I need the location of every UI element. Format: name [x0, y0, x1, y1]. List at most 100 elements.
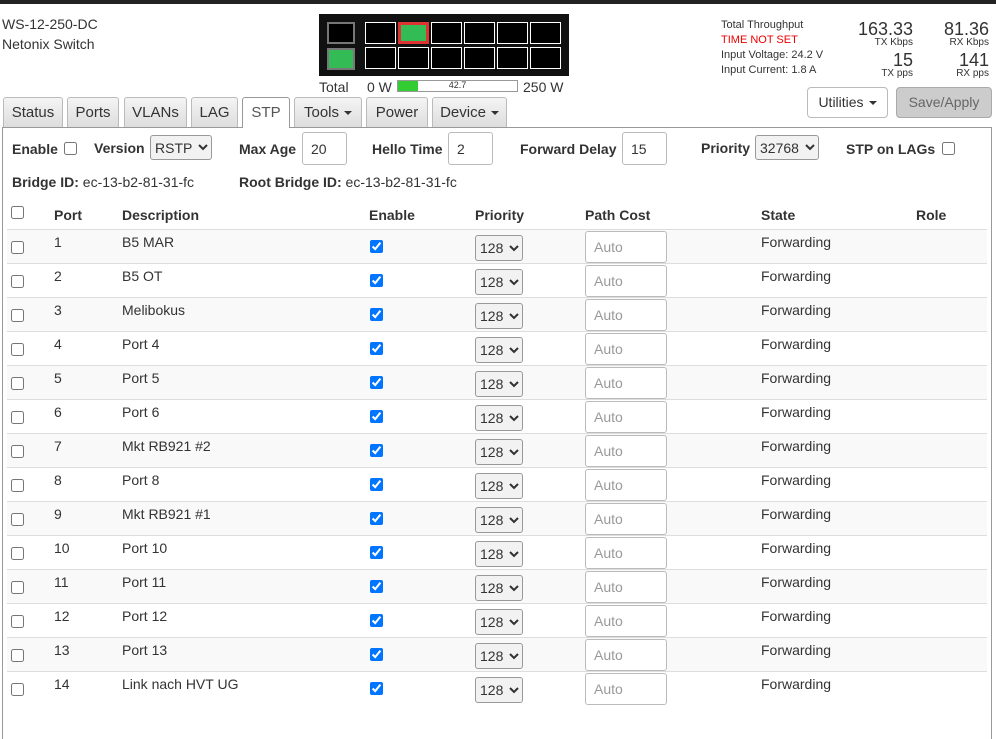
enable-checkbox[interactable]: [370, 614, 383, 627]
port-number: 3: [54, 302, 62, 318]
priority-select[interactable]: 128: [475, 371, 523, 397]
tx-kbps-label: TX Kbps: [874, 37, 913, 48]
tab[interactable]: STP: [242, 97, 290, 128]
port-number: 14: [54, 676, 70, 692]
enable-checkbox[interactable]: [370, 274, 383, 287]
enable-checkbox[interactable]: [370, 342, 383, 355]
priority-select[interactable]: 128: [475, 235, 523, 261]
tab[interactable]: Status: [3, 97, 63, 127]
path-cost-input[interactable]: [585, 605, 667, 637]
tab[interactable]: Power: [366, 97, 428, 127]
enable-checkbox[interactable]: [370, 546, 383, 559]
priority-select[interactable]: 128: [475, 507, 523, 533]
row-select[interactable]: [11, 411, 24, 424]
path-cost-input[interactable]: [585, 639, 667, 671]
priority-select[interactable]: 128: [475, 405, 523, 431]
priority-select[interactable]: 128: [475, 575, 523, 601]
path-cost-input[interactable]: [585, 673, 667, 705]
description: Mkt RB921 #2: [122, 438, 211, 454]
enable-checkbox[interactable]: [370, 512, 383, 525]
port-icon: [398, 47, 429, 69]
port-number: 7: [54, 438, 62, 454]
column-header: Priority: [475, 207, 525, 223]
tab[interactable]: Device: [432, 97, 507, 127]
description: Melibokus: [122, 302, 186, 318]
port-number: 12: [54, 608, 70, 624]
enable-checkbox[interactable]: [64, 142, 77, 155]
row-select[interactable]: [11, 513, 24, 526]
row-select[interactable]: [11, 547, 24, 560]
path-cost-input[interactable]: [585, 299, 667, 331]
version-select[interactable]: RSTP: [150, 135, 212, 160]
row-select[interactable]: [11, 581, 24, 594]
select-all[interactable]: [11, 206, 24, 219]
path-cost-input[interactable]: [585, 469, 667, 501]
forward-delay-input[interactable]: [622, 132, 667, 165]
priority-select[interactable]: 32768: [755, 135, 819, 160]
tab[interactable]: Tools: [294, 97, 362, 127]
row-select[interactable]: [11, 377, 24, 390]
path-cost-input[interactable]: [585, 401, 667, 433]
state: Forwarding: [761, 506, 832, 522]
row-select[interactable]: [11, 445, 24, 458]
hello-time-input[interactable]: [448, 132, 493, 165]
row-select[interactable]: [11, 309, 24, 322]
max-age-input[interactable]: [302, 132, 347, 165]
enable-checkbox[interactable]: [370, 478, 383, 491]
utilities-button[interactable]: Utilities: [807, 87, 888, 118]
enable-checkbox[interactable]: [370, 410, 383, 423]
row-select[interactable]: [11, 275, 24, 288]
priority-select[interactable]: 128: [475, 439, 523, 465]
path-cost-input[interactable]: [585, 333, 667, 365]
row-select[interactable]: [11, 683, 24, 696]
row-select[interactable]: [11, 649, 24, 662]
priority-select[interactable]: 128: [475, 473, 523, 499]
port-icon: [464, 22, 495, 44]
row-select[interactable]: [11, 241, 24, 254]
path-cost-input[interactable]: [585, 231, 667, 263]
tab[interactable]: Ports: [67, 97, 119, 127]
power-max: 250 W: [523, 79, 564, 95]
path-cost-input[interactable]: [585, 265, 667, 297]
path-cost-input[interactable]: [585, 367, 667, 399]
tab[interactable]: VLANs: [124, 97, 187, 127]
row-select[interactable]: [11, 479, 24, 492]
description: Port 13: [122, 642, 168, 658]
state: Forwarding: [761, 438, 832, 454]
save-button[interactable]: Save/Apply: [896, 87, 992, 118]
path-cost-input[interactable]: [585, 435, 667, 467]
priority-select[interactable]: 128: [475, 541, 523, 567]
enable-checkbox[interactable]: [370, 376, 383, 389]
enable-checkbox[interactable]: [370, 648, 383, 661]
state: Forwarding: [761, 574, 832, 590]
enable-checkbox[interactable]: [370, 240, 383, 253]
path-cost-input[interactable]: [585, 571, 667, 603]
priority-select[interactable]: 128: [475, 609, 523, 635]
lags-checkbox[interactable]: [942, 142, 955, 155]
row-select[interactable]: [11, 343, 24, 356]
priority-select[interactable]: 128: [475, 269, 523, 295]
priority-select[interactable]: 128: [475, 303, 523, 329]
tab-text: Device: [440, 104, 486, 121]
row-select[interactable]: [11, 615, 24, 628]
state: Forwarding: [761, 336, 832, 352]
port-number: 13: [54, 642, 70, 658]
enable-checkbox[interactable]: [370, 308, 383, 321]
enable-checkbox[interactable]: [370, 444, 383, 457]
enable-checkbox[interactable]: [370, 580, 383, 593]
path-cost-input[interactable]: [585, 537, 667, 569]
enable-checkbox[interactable]: [370, 682, 383, 695]
path-cost-input[interactable]: [585, 503, 667, 535]
column-header: Description: [122, 207, 200, 223]
power-bar: 42.7: [397, 80, 518, 92]
description: Port 5: [122, 370, 160, 386]
port-number: 9: [54, 506, 62, 522]
priority-select[interactable]: 128: [475, 677, 523, 703]
state: Forwarding: [761, 472, 832, 488]
tab[interactable]: LAG: [191, 97, 238, 127]
port-number: 6: [54, 404, 62, 420]
current: Input Current: 1.8 A: [721, 64, 817, 76]
priority-select[interactable]: 128: [475, 337, 523, 363]
priority-select[interactable]: 128: [475, 643, 523, 669]
